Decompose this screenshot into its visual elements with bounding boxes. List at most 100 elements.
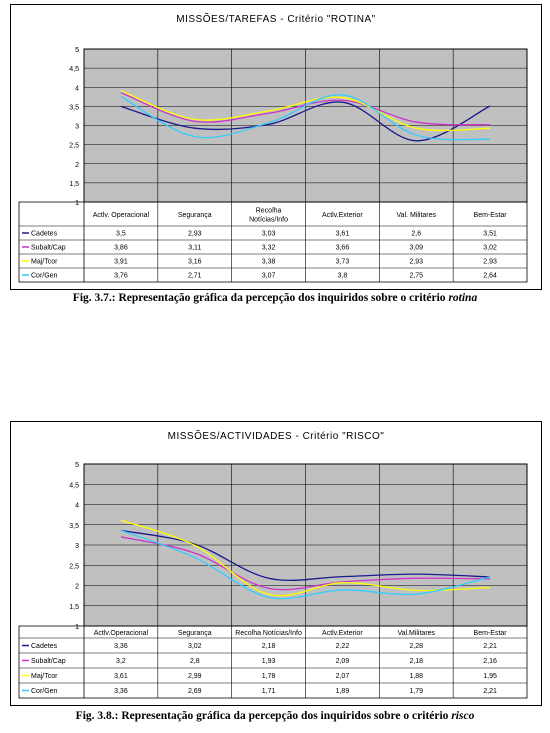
data-value-label: 1,95: [483, 673, 497, 680]
data-value-label: 3,8: [338, 273, 348, 280]
y-tick-label: 5: [75, 462, 79, 469]
data-value-label: 3,07: [262, 273, 276, 280]
series-line-cor-gen: [120, 94, 491, 141]
x-tick-label: Val.Militares: [397, 630, 435, 637]
legend-label: Cor/Gen: [31, 688, 58, 695]
data-value-label: 3,5: [116, 231, 126, 238]
data-value-label: 2,6: [411, 231, 421, 238]
y-tick-label: 2,5: [69, 143, 79, 150]
data-value-label: 3,32: [262, 245, 276, 252]
chart-rotina-svg: 1 1,5 2 2,5 3 3,5 4 4,5 5 Actlv. Operacional Segur…: [18, 47, 528, 283]
y-tick-label: 4,5: [69, 66, 79, 73]
chart-title: MISSÕES/ACTIVIDADES - Critério "RISCO": [167, 431, 385, 442]
x-tick-label: Segurança: [178, 212, 212, 219]
data-value-label: 2,22: [336, 643, 350, 650]
data-value-label: 3,61: [114, 673, 128, 680]
data-value-label: 2,18: [409, 658, 423, 665]
data-value-label: 2,69: [188, 688, 202, 695]
caption-text: Fig. 3.8.: Representação gráfica da perc…: [75, 710, 452, 722]
legend-label: Cor/Gen: [31, 273, 58, 280]
data-value-label: 2,21: [483, 643, 497, 650]
data-value-label: 3,61: [336, 231, 350, 238]
data-value-label: 1,78: [262, 673, 276, 680]
y-tick-label: 1: [75, 624, 79, 631]
series-line-cadetes: [120, 101, 491, 142]
y-tick-label: 3: [75, 543, 79, 550]
data-value-label: 3,02: [188, 643, 202, 650]
x-tick-label: Recolha Notícias/Info: [249, 208, 288, 224]
data-value-label: 3,02: [483, 245, 497, 252]
data-value-label: 1,79: [409, 688, 423, 695]
data-value-label: 3,66: [336, 245, 350, 252]
y-tick-label: 3,5: [69, 104, 79, 111]
data-value-label: 2,71: [188, 273, 202, 280]
data-value-label: 2,99: [188, 673, 202, 680]
data-value-label: 2,16: [483, 658, 497, 665]
x-tick-label: Bem-Estar: [474, 212, 508, 219]
legend-label: Maj/Tcor: [31, 259, 58, 266]
series-line-cor-gen: [120, 529, 491, 600]
data-value-label: 3,73: [336, 259, 350, 266]
data-value-label: 2,28: [409, 643, 423, 650]
legend-label: Subalt/Cap: [31, 658, 66, 665]
data-value-label: 2,18: [262, 643, 276, 650]
legend-label: Cadetes: [31, 231, 58, 238]
data-value-label: 2,21: [483, 688, 497, 695]
data-value-label: 2,75: [409, 273, 423, 280]
series-line-maj-tcor: [120, 519, 491, 597]
caption-italic-term: rotina: [448, 292, 478, 304]
data-value-label: 2,09: [336, 658, 350, 665]
data-value-label: 1,71: [262, 688, 276, 695]
x-tick-label: Val. Militares: [396, 212, 436, 219]
y-tick-label: 4: [75, 503, 79, 510]
data-value-label: 3,38: [262, 259, 276, 266]
caption-italic-term: risco: [451, 710, 475, 722]
x-tick-label: Bem-Estar: [474, 630, 508, 637]
data-value-label: 3,36: [114, 688, 128, 695]
data-value-label: 3,76: [114, 273, 128, 280]
x-tick-label: Actlv. Operacional: [93, 212, 150, 219]
data-value-label: 2,64: [483, 273, 497, 280]
data-table-border: [18, 625, 528, 699]
y-tick-label: 4,5: [69, 482, 79, 489]
y-tick-label: 3: [75, 124, 79, 131]
series-line-maj-tcor: [120, 90, 491, 132]
y-tick-label: 1: [75, 200, 79, 207]
data-value-label: 2,93: [483, 259, 497, 266]
data-value-label: 2,07: [336, 673, 350, 680]
series-line-subalt-cap: [120, 536, 491, 591]
data-value-label: 2,93: [409, 259, 423, 266]
y-tick-label: 1,5: [69, 181, 79, 188]
x-tick-label: Actlv.Exterior: [322, 212, 363, 219]
chart-risco-svg: 1 1,5 2 2,5 3 3,5 4 4,5 5 Actlv.Operacional Segura…: [18, 462, 528, 699]
legend-label: Maj/Tcor: [31, 673, 58, 680]
y-tick-label: 1,5: [69, 604, 79, 611]
legend-label: Subalt/Cap: [31, 245, 66, 252]
chart-rotina: MISSÕES/TAREFAS - Critério "ROTINA" 1 1,5…: [10, 4, 542, 290]
x-tick-label: Actlv.Operacional: [94, 630, 149, 637]
y-tick-label: 3,5: [69, 523, 79, 530]
data-value-label: 1,88: [409, 673, 423, 680]
y-tick-label: 5: [75, 47, 79, 54]
data-value-label: 3,16: [188, 259, 202, 266]
data-value-label: 3,03: [262, 231, 276, 238]
data-value-label: 3,09: [409, 245, 423, 252]
chart-risco: MISSÕES/ACTIVIDADES - Critério "RISCO" 1…: [10, 421, 542, 706]
data-value-label: 1,89: [336, 688, 350, 695]
data-value-label: 3,51: [483, 231, 497, 238]
data-value-label: 2,8: [190, 658, 200, 665]
data-value-label: 1,93: [262, 658, 276, 665]
figure-caption-risco: Fig. 3.8.: Representação gráfica da perc…: [0, 710, 550, 722]
data-value-label: 3,11: [188, 245, 201, 252]
caption-text: Fig. 3.7.: Representação gráfica da perc…: [72, 292, 449, 304]
y-tick-label: 2: [75, 162, 79, 169]
data-value-label: 3,36: [114, 643, 128, 650]
y-tick-label: 2: [75, 584, 79, 591]
figure-caption-rotina: Fig. 3.7.: Representação gráfica da perc…: [0, 292, 550, 304]
x-tick-label: Recolha Notícias/Info: [235, 630, 302, 637]
x-tick-label: Actlv.Exterior: [322, 630, 363, 637]
data-value-label: 2,93: [188, 231, 202, 238]
legend-label: Cadetes: [31, 643, 58, 650]
y-tick-label: 4: [75, 85, 79, 92]
data-value-label: 3,86: [114, 245, 128, 252]
